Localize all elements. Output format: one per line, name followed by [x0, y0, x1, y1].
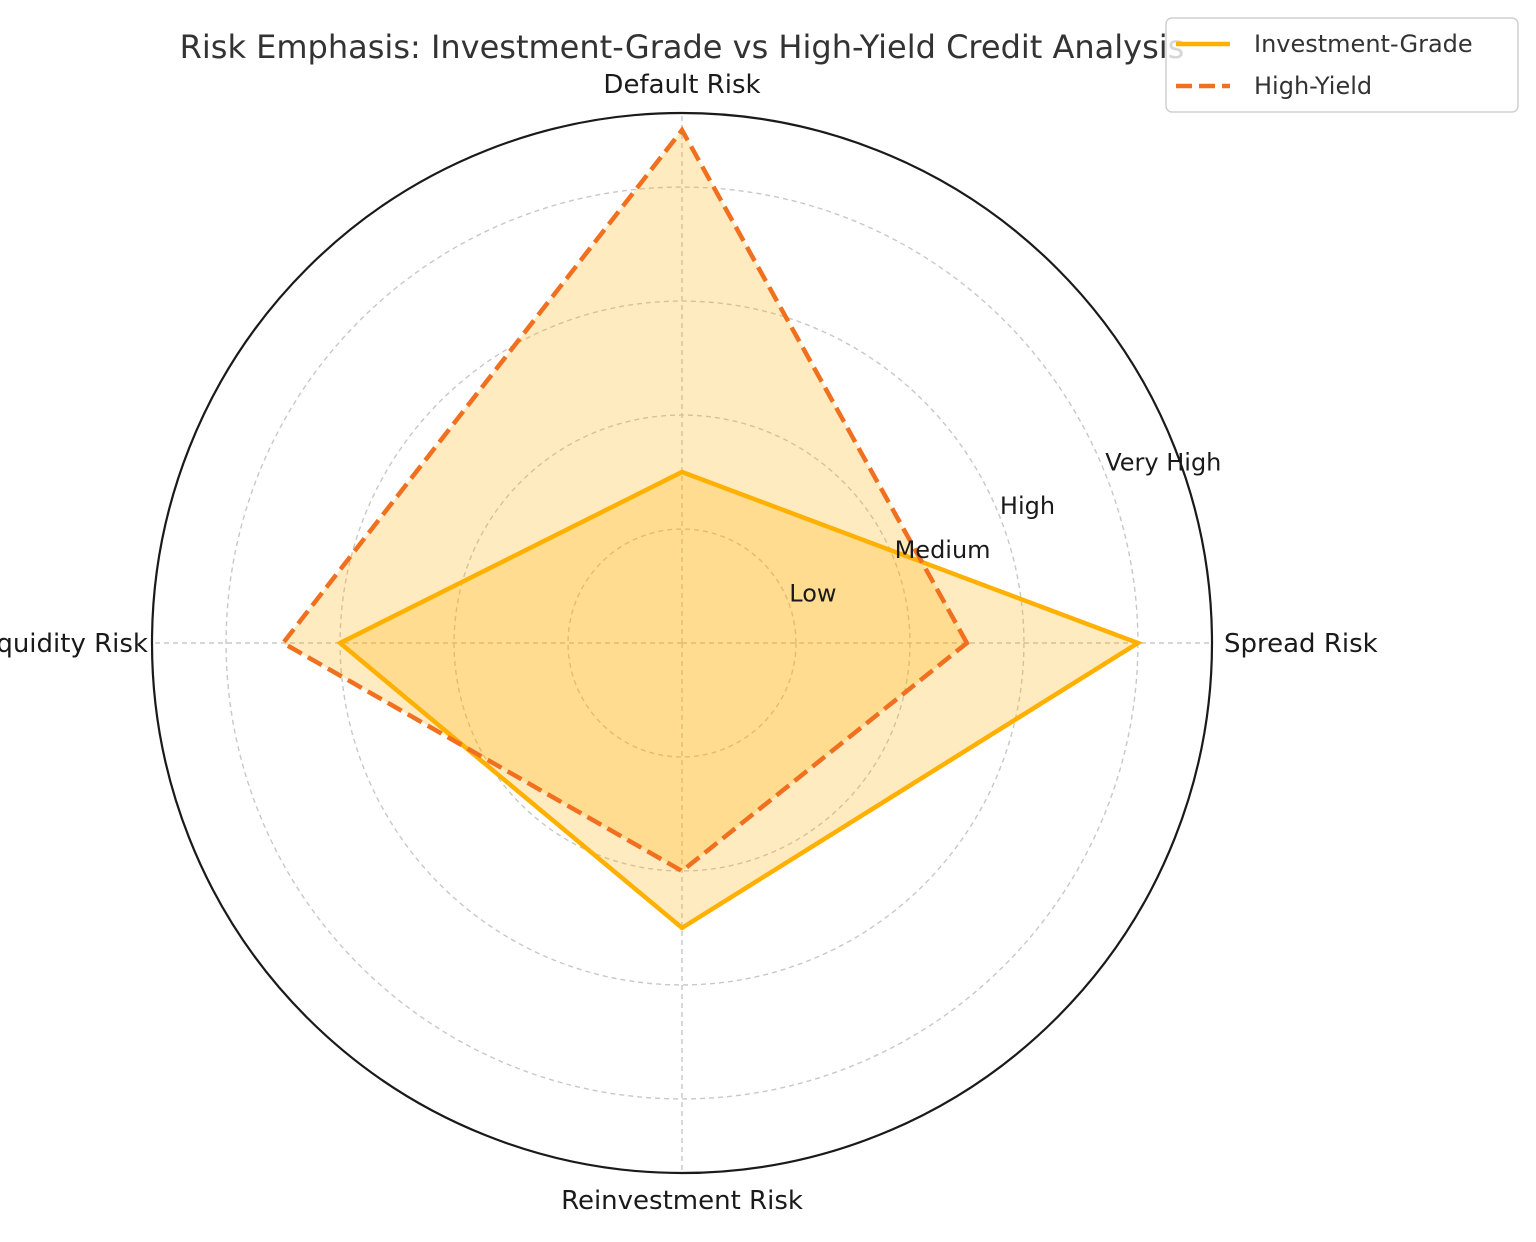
category-label: Liquidity Risk	[0, 629, 148, 659]
series-line-high-yield	[279, 126, 970, 874]
legend-label: High-Yield	[1254, 72, 1372, 100]
label-layer: Spread Risk Default Risk Liquidity Risk Rei…	[0, 70, 1378, 1216]
radial-tick-label: Very High	[1105, 449, 1221, 477]
series-area-investment-grade	[340, 472, 1138, 928]
radial-tick-label: Medium	[895, 536, 991, 564]
legend-box	[1165, 17, 1519, 113]
category-label: Reinvestment Risk	[561, 1186, 803, 1216]
grid-ring	[567, 528, 797, 758]
category-label: Default Risk	[603, 70, 760, 100]
radial-tick-label: Low	[789, 579, 836, 607]
chart-title: Risk Emphasis: Investment-Grade vs High-…	[180, 28, 1185, 66]
series-layer	[279, 126, 1143, 931]
category-label: Spread Risk	[1224, 629, 1378, 659]
radial-tick-label: High	[1000, 492, 1055, 520]
legend-label: Investment-Grade	[1254, 30, 1473, 58]
series-line-investment-grade	[336, 469, 1143, 931]
legend: Investment-Grade High-Yield	[1165, 17, 1519, 113]
outer-frame	[150, 111, 1214, 1175]
